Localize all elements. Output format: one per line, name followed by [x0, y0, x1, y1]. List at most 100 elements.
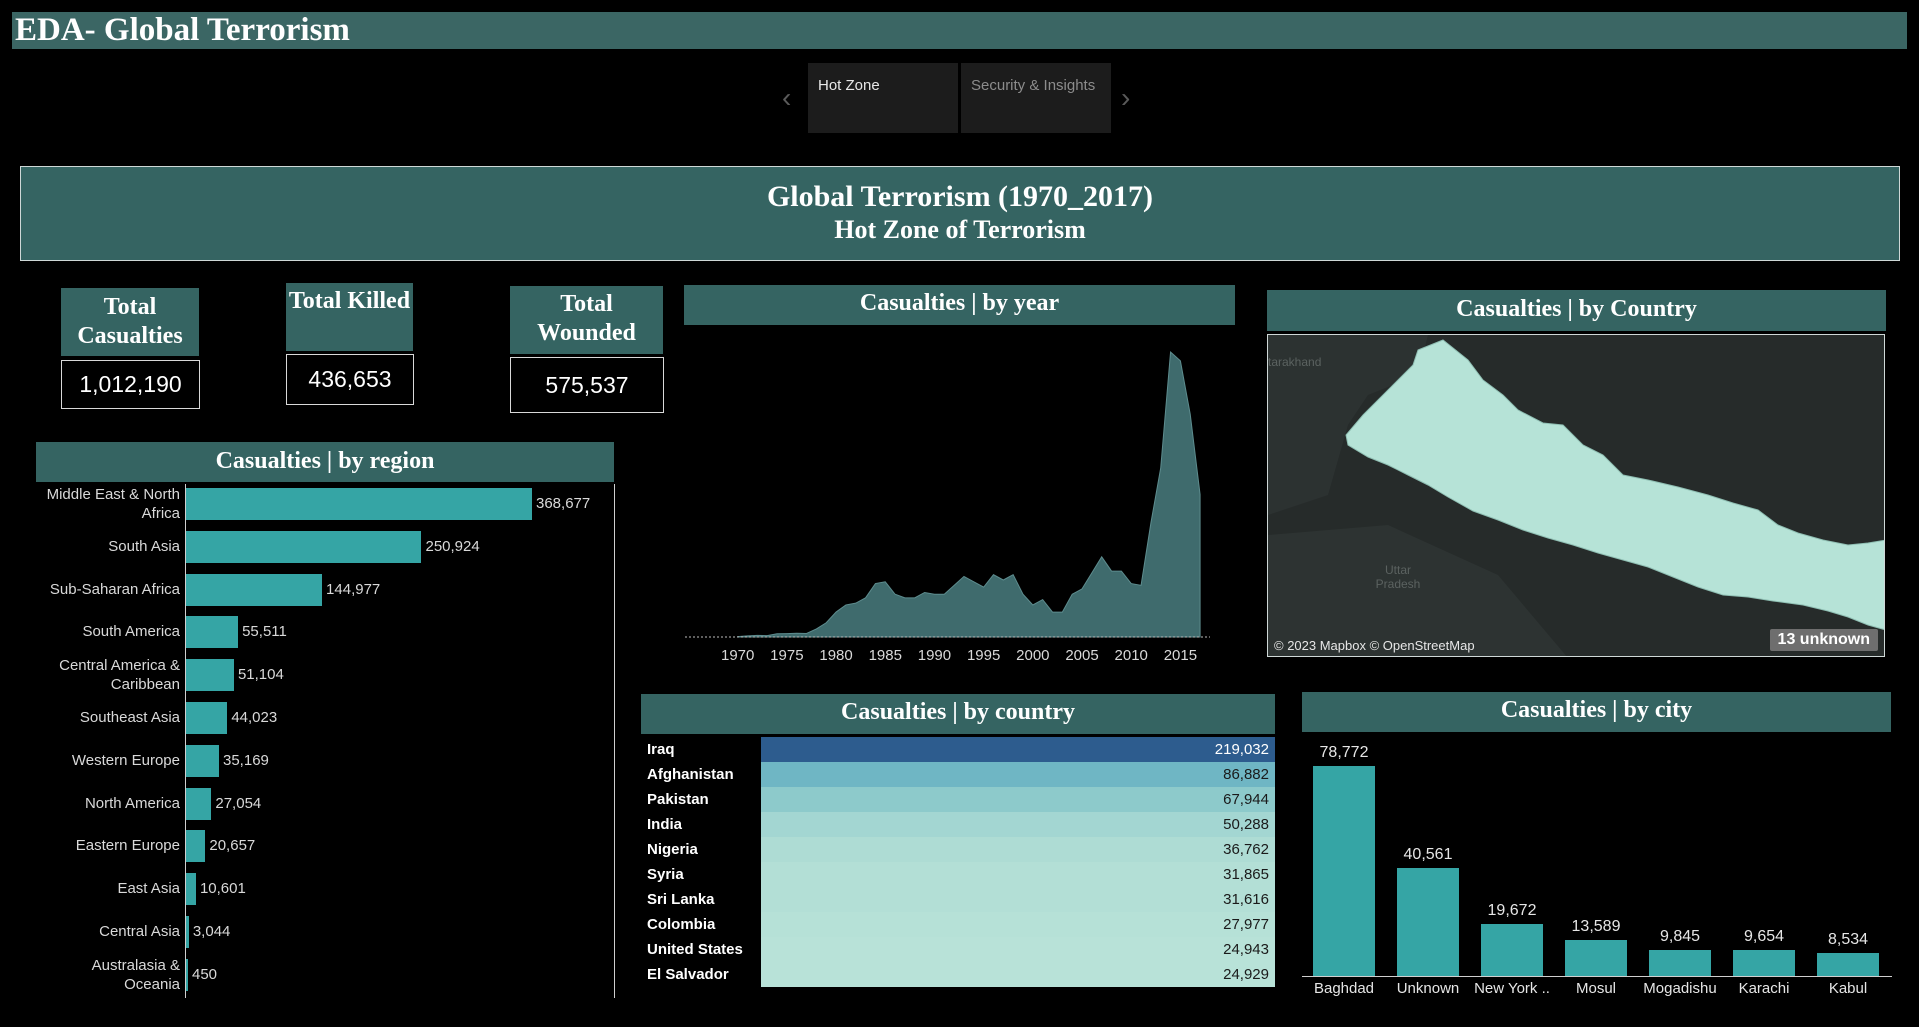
country-table-row[interactable]: Afghanistan 86,882 [641, 762, 1275, 787]
city-bar[interactable] [1733, 950, 1795, 976]
prev-story-arrow-icon[interactable]: ‹ [782, 82, 792, 113]
city-bar[interactable] [1481, 923, 1543, 976]
country-name: Pakistan [647, 791, 709, 808]
region-category-label: East Asia [117, 880, 180, 898]
region-category-label: Central America & Caribbean [59, 657, 180, 694]
region-value-label: 44,023 [231, 709, 278, 726]
region-bar[interactable] [186, 659, 234, 692]
country-map[interactable]: tarakhand Uttar Pradesh © 2023 Mapbox © … [1267, 334, 1885, 657]
region-bar[interactable] [186, 916, 189, 948]
country-table-row[interactable]: Sri Lanka 31,616 [641, 887, 1275, 912]
region-frame-line [614, 484, 615, 998]
country-value: 219,032 [1214, 741, 1269, 758]
map-terrain-shape [1268, 335, 1428, 515]
city-bar[interactable] [1649, 949, 1711, 976]
year-area-chart: 1970 1975 1980 1985 1990 1995 2000 2005 2010 2015 [680, 330, 1240, 670]
city-bar-chart: 78,772 Baghdad 40,561 Unknown 19,672 New York… [1302, 732, 1892, 1002]
nepal-country-shape[interactable] [1345, 339, 1885, 630]
country-name: El Salvador [647, 966, 729, 983]
country-name: Iraq [647, 741, 675, 758]
city-value-label: 40,561 [1403, 845, 1453, 863]
year-area-series[interactable] [737, 350, 1201, 638]
dashboard-banner: Global Terrorism (1970_2017) Hot Zone of… [20, 166, 1900, 261]
country-table-row[interactable]: United States 24,943 [641, 937, 1275, 962]
map-unknown-badge[interactable]: 13 unknown [1769, 629, 1878, 651]
region-bar[interactable] [186, 702, 228, 734]
country-value-cell: 31,865 [761, 862, 1275, 887]
region-bar[interactable] [186, 616, 239, 649]
country-value-cell: 24,929 [761, 962, 1275, 987]
country-value: 27,977 [1223, 916, 1269, 933]
tab-security-insights[interactable]: Security & Insights [961, 63, 1111, 133]
region-category-label: Middle East & North Africa [46, 486, 180, 522]
region-value-label: 368,677 [536, 495, 591, 512]
country-value: 31,865 [1223, 866, 1269, 883]
region-bar-chart: Middle East & North Africa 368,677 South A… [36, 484, 615, 998]
country-table-row[interactable]: Syria 31,865 [641, 862, 1275, 887]
country-table-row[interactable]: El Salvador 24,929 [641, 962, 1275, 987]
region-bar[interactable] [186, 958, 188, 991]
country-value: 86,882 [1223, 766, 1269, 783]
year-tick-label: 2000 [1016, 647, 1049, 664]
city-bar[interactable] [1565, 939, 1627, 976]
country-name: India [647, 816, 683, 833]
city-value-label: 8,534 [1827, 931, 1869, 949]
country-value: 50,288 [1223, 816, 1269, 833]
region-axis-line [185, 484, 186, 998]
year-tick-label: 1975 [770, 647, 803, 664]
region-bar[interactable] [186, 873, 196, 906]
region-category-label: Eastern Europe [75, 837, 180, 855]
country-table-row[interactable]: India 50,288 [641, 812, 1275, 837]
map-attribution[interactable]: © 2023 Mapbox © OpenStreetMap [1274, 638, 1475, 653]
region-bar[interactable] [186, 787, 212, 820]
map-title: Casualties | by Country [1267, 290, 1886, 331]
tab-hot-zone[interactable]: Hot Zone [808, 63, 958, 133]
map-place-label: tarakhand [1268, 355, 1322, 369]
app-title: EDA- Global Terrorism [12, 12, 1907, 49]
kpi-casualties-value: 1,012,190 [61, 360, 200, 409]
country-name: Nigeria [647, 841, 698, 858]
region-value-label: 20,657 [209, 837, 256, 855]
country-table-row[interactable]: Iraq 219,032 [641, 737, 1275, 762]
region-bar[interactable] [186, 573, 323, 606]
city-bar[interactable] [1817, 953, 1879, 976]
city-category-label: New York .. [1474, 980, 1550, 997]
country-table-row[interactable]: Pakistan 67,944 [641, 787, 1275, 812]
year-tick-label: 1970 [721, 647, 754, 664]
region-category-label: Central Asia [99, 923, 180, 940]
region-value-label: 35,169 [223, 751, 269, 769]
country-table-title: Casualties | by country [641, 694, 1275, 734]
year-tick-label: 1995 [967, 647, 1000, 664]
country-value: 24,943 [1223, 941, 1269, 958]
city-value-label: 78,772 [1319, 744, 1369, 761]
country-value: 24,929 [1223, 966, 1269, 983]
region-bar[interactable] [186, 744, 219, 777]
region-bar[interactable] [186, 488, 532, 520]
region-bar[interactable] [186, 830, 206, 863]
year-tick-label: 2005 [1065, 647, 1098, 664]
country-value-cell: 31,616 [761, 887, 1275, 912]
city-bar[interactable] [1397, 867, 1459, 976]
region-chart-title: Casualties | by region [36, 442, 614, 482]
banner-subtitle: Hot Zone of Terrorism [834, 215, 1086, 244]
city-axis-line [1302, 976, 1892, 977]
city-bar[interactable] [1313, 766, 1375, 976]
city-category-label: Unknown [1396, 980, 1460, 997]
region-category-label: Western Europe [71, 751, 180, 769]
region-value-label: 55,511 [242, 623, 287, 641]
banner-title: Global Terrorism (1970_2017) [766, 180, 1154, 213]
region-category-label: South America [82, 623, 180, 641]
country-table-row[interactable]: Nigeria 36,762 [641, 837, 1275, 862]
city-value-label: 9,654 [1743, 928, 1785, 946]
map-svg [1268, 335, 1885, 656]
next-story-arrow-icon[interactable]: › [1121, 82, 1131, 113]
country-value: 67,944 [1223, 791, 1269, 808]
region-bar[interactable] [186, 530, 422, 563]
region-category-label: Sub-Saharan Africa [49, 580, 180, 598]
region-value-label: 250,924 [425, 537, 480, 555]
region-value-label: 144,977 [326, 580, 381, 598]
country-table-row[interactable]: Colombia 27,977 [641, 912, 1275, 937]
year-tick-label: 2015 [1164, 647, 1197, 664]
city-category-label: Karachi [1738, 980, 1790, 997]
country-name: Afghanistan [647, 766, 734, 783]
